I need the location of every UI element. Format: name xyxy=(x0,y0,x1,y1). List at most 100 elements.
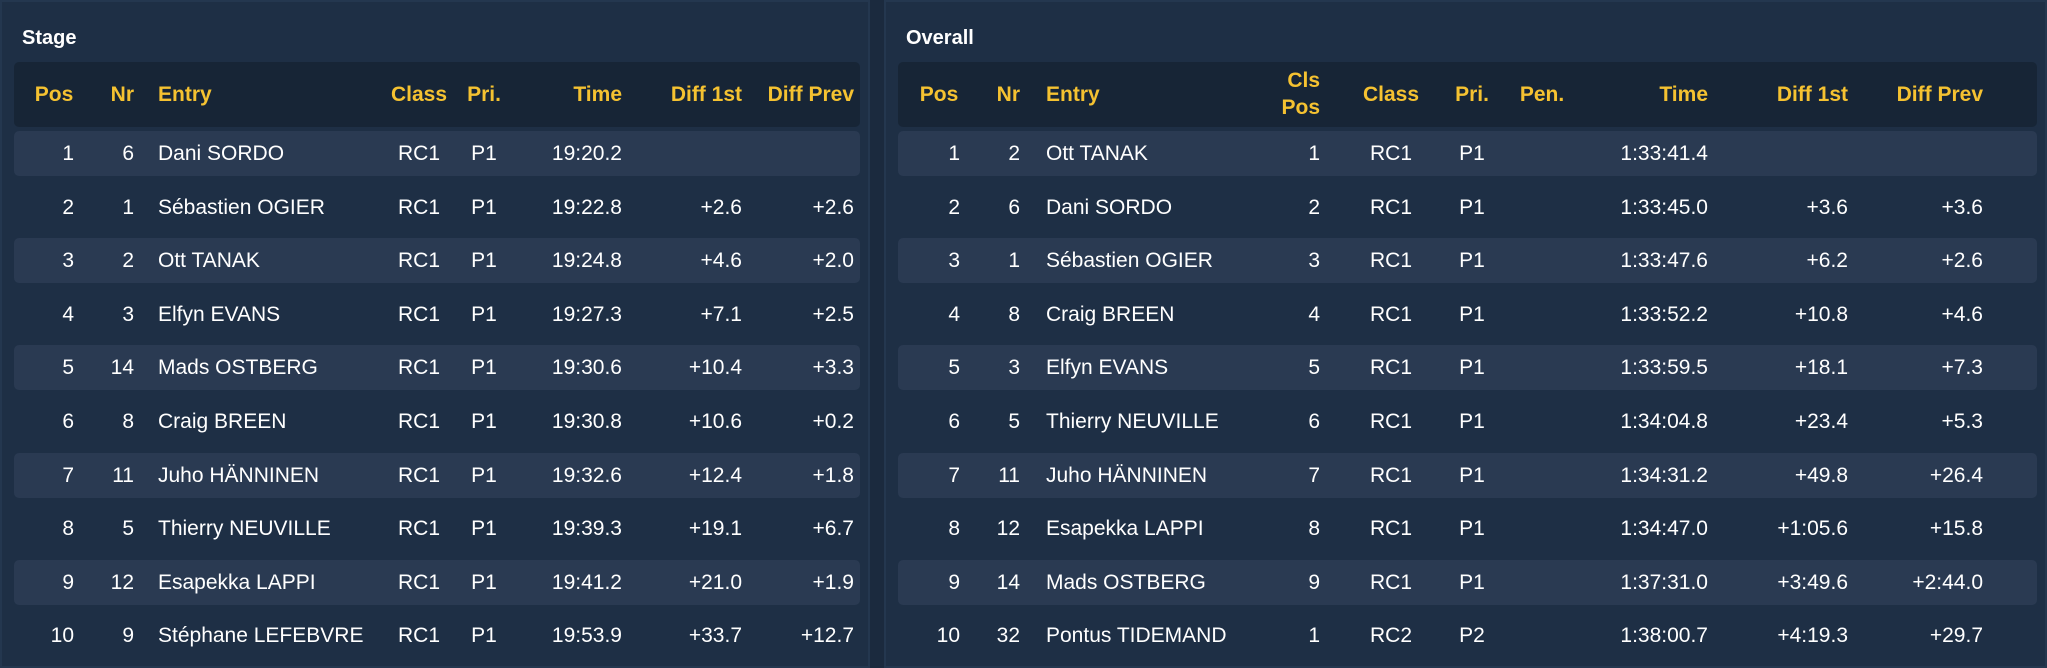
stage-header-pri[interactable]: Pri. xyxy=(467,83,501,106)
overall-cell-diff1: +4:19.3 xyxy=(1777,624,1848,648)
overall-panel: Overall Pos Nr Entry Cls Pos Class Pri. … xyxy=(884,0,2047,668)
overall-cell-diff1 xyxy=(1718,131,1848,176)
overall-header-pos[interactable]: Pos xyxy=(919,83,959,106)
overall-cell-time: 1:34:31.2 xyxy=(1620,463,1708,487)
overall-cell-time: 1:33:45.0 xyxy=(1620,195,1708,219)
stage-header-diffprev[interactable]: Diff Prev xyxy=(767,83,854,106)
overall-table-row[interactable]: 4 8 Craig BREEN 4 RC1 P1 1:33:52.2 +10.8 +4.6 xyxy=(898,292,2037,337)
overall-cell-pri: P1 xyxy=(1459,463,1485,487)
stage-cell-class: RC1 xyxy=(397,249,440,273)
overall-cell-clspos: 7 xyxy=(1308,463,1320,487)
stage-header-pos[interactable]: Pos xyxy=(34,83,74,106)
overall-cell-time: 1:34:04.8 xyxy=(1620,410,1708,433)
stage-cell-nr: 9 xyxy=(122,624,134,648)
overall-cell-nr: 12 xyxy=(996,517,1020,541)
overall-table-row[interactable]: 10 32 Pontus TIDEMAND 1 RC2 P2 1:38:00.7 +4:19.… xyxy=(898,613,2037,658)
stage-cell-nr: 2 xyxy=(122,249,134,273)
overall-header-clspos-line1[interactable]: Cls xyxy=(1287,69,1320,92)
overall-cell-clspos: 9 xyxy=(1308,570,1320,594)
stage-cell-nr: 6 xyxy=(122,142,134,165)
overall-table-row[interactable]: 8 12 Esapekka LAPPI 8 RC1 P1 1:34:47.0 +1:05.6 +… xyxy=(898,506,2037,551)
overall-cell-class: RC1 xyxy=(1369,463,1412,487)
stage-cell-time: 19:27.3 xyxy=(551,302,622,326)
overall-cell-pos: 9 xyxy=(948,570,960,594)
stage-table-header: Pos Nr Entry Class Pri. Time Diff 1st Di… xyxy=(14,62,860,127)
stage-cell-nr: 14 xyxy=(110,356,134,380)
overall-cell-time: 1:33:47.6 xyxy=(1620,249,1708,273)
stage-table-row[interactable]: 2 1 Sébastien OGIER RC1 P1 19:22.8 +2.6 +2.6 xyxy=(14,185,860,230)
overall-header-class[interactable]: Class xyxy=(1362,83,1420,106)
stage-cell-time: 19:20.2 xyxy=(551,142,622,165)
stage-table-row[interactable]: 5 14 Mads OSTBERG RC1 P1 19:30.6 +10.4 +3.3 xyxy=(14,345,860,391)
stage-cell-pri: P1 xyxy=(471,249,497,273)
stage-cell-pos: 9 xyxy=(62,570,74,594)
stage-cell-pri: P1 xyxy=(471,624,497,648)
stage-table-row[interactable]: 6 8 Craig BREEN RC1 P1 19:30.8 +10.6 +0.2 xyxy=(14,399,860,444)
overall-table-row[interactable]: 2 6 Dani SORDO 2 RC1 P1 1:33:45.0 +3.6 +3.6 xyxy=(898,185,2037,230)
overall-header-time[interactable]: Time xyxy=(1659,83,1708,106)
overall-table-row[interactable]: 6 5 Thierry NEUVILLE 6 RC1 P1 1:34:04.8 +23.4 +5… xyxy=(898,399,2037,444)
stage-table-row[interactable]: 7 11 Juho HÄNNINEN RC1 P1 19:32.6 +12.4 +1.8 xyxy=(14,452,860,498)
stage-cell-time: 19:22.8 xyxy=(551,195,622,219)
overall-cell-pen xyxy=(1502,185,1582,230)
overall-header-entry[interactable]: Entry xyxy=(1046,83,1100,106)
stage-header-diff1[interactable]: Diff 1st xyxy=(670,83,742,106)
overall-cell-entry: Dani SORDO xyxy=(1046,195,1173,219)
overall-header-pen[interactable]: Pen. xyxy=(1519,83,1565,106)
overall-header-diff1[interactable]: Diff 1st xyxy=(1776,83,1848,106)
overall-header-nr[interactable]: Nr xyxy=(996,83,1020,106)
overall-table-row[interactable]: 7 11 Juho HÄNNINEN 7 RC1 P1 1:34:31.2 +49.8 +26.… xyxy=(898,452,2037,498)
stage-cell-pri: P1 xyxy=(471,302,497,326)
overall-header-pri[interactable]: Pri. xyxy=(1455,83,1489,106)
stage-table-row[interactable]: 8 5 Thierry NEUVILLE RC1 P1 19:39.3 +19.1 +6.7 xyxy=(14,506,860,551)
overall-table-row[interactable]: 9 14 Mads OSTBERG 9 RC1 P1 1:37:31.0 +3:49.6 +2:… xyxy=(898,559,2037,605)
stage-cell-pos: 2 xyxy=(62,195,74,219)
stage-cell-time: 19:53.9 xyxy=(551,624,622,648)
stage-panel: Stage Pos Nr Entry Class Pri. Time Diff … xyxy=(0,0,870,668)
overall-cell-pen xyxy=(1502,613,1582,658)
overall-table-row[interactable]: 1 2 Ott TANAK 1 RC1 P1 1:33:41.4 xyxy=(898,131,2037,176)
stage-cell-pos: 8 xyxy=(62,517,74,541)
stage-header-entry[interactable]: Entry xyxy=(158,83,212,106)
stage-cell-class: RC1 xyxy=(397,410,440,433)
overall-table-row[interactable]: 3 1 Sébastien OGIER 3 RC1 P1 1:33:47.6 +6.2 +2.6 xyxy=(898,238,2037,284)
stage-cell-diff1: +33.7 xyxy=(688,624,742,648)
overall-cell-pos: 6 xyxy=(948,410,960,433)
stage-table-row[interactable]: 1 6 Dani SORDO RC1 P1 19:20.2 xyxy=(14,131,860,176)
overall-cell-class: RC2 xyxy=(1369,624,1412,648)
overall-cell-pri: P1 xyxy=(1459,356,1485,380)
stage-cell-entry: Elfyn EVANS xyxy=(158,302,281,326)
stage-header-class[interactable]: Class xyxy=(390,83,448,106)
overall-header-clspos-line2[interactable]: Pos xyxy=(1281,96,1320,119)
stage-header-time[interactable]: Time xyxy=(573,83,622,106)
overall-cell-diff1: +3.6 xyxy=(1806,195,1848,219)
overall-cell-clspos: 1 xyxy=(1308,624,1320,648)
overall-cell-diffprev: +4.6 xyxy=(1941,302,1983,326)
stage-cell-time: 19:32.6 xyxy=(551,463,622,487)
overall-cell-clspos: 3 xyxy=(1308,249,1320,273)
stage-cell-diff1: +10.4 xyxy=(688,356,742,380)
overall-cell-class: RC1 xyxy=(1369,302,1412,326)
stage-header-nr[interactable]: Nr xyxy=(110,83,134,106)
stage-cell-entry: Stéphane LEFEBVRE xyxy=(158,624,364,648)
overall-cell-entry: Thierry NEUVILLE xyxy=(1046,410,1219,433)
stage-cell-time: 19:24.8 xyxy=(551,249,622,273)
overall-cell-time: 1:37:31.0 xyxy=(1620,570,1708,594)
stage-cell-diff1: +19.1 xyxy=(688,517,742,541)
stage-cell-entry: Sébastien OGIER xyxy=(158,195,325,219)
overall-cell-pos: 4 xyxy=(948,302,960,326)
overall-cell-entry: Mads OSTBERG xyxy=(1046,570,1206,594)
overall-cell-pri: P1 xyxy=(1459,195,1485,219)
overall-header-diffprev[interactable]: Diff Prev xyxy=(1896,83,1983,106)
overall-cell-diffprev: +15.8 xyxy=(1929,517,1983,541)
overall-cell-pos: 1 xyxy=(948,142,960,165)
stage-cell-diffprev: +1.8 xyxy=(812,463,854,487)
stage-table-row[interactable]: 4 3 Elfyn EVANS RC1 P1 19:27.3 +7.1 +2.5 xyxy=(14,292,860,337)
overall-table-row[interactable]: 5 3 Elfyn EVANS 5 RC1 P1 1:33:59.5 +18.1 +7.3 xyxy=(898,345,2037,391)
stage-table-row[interactable]: 9 12 Esapekka LAPPI RC1 P1 19:41.2 +21.0 +1.9 xyxy=(14,559,860,605)
overall-cell-class: RC1 xyxy=(1369,570,1412,594)
stage-cell-entry: Thierry NEUVILLE xyxy=(158,517,331,541)
stage-table-row[interactable]: 3 2 Ott TANAK RC1 P1 19:24.8 +4.6 +2.0 xyxy=(14,238,860,284)
stage-cell-entry: Mads OSTBERG xyxy=(158,356,318,380)
stage-table-row[interactable]: 10 9 Stéphane LEFEBVRE RC1 P1 19:53.9 +33.7 +12… xyxy=(14,613,860,658)
